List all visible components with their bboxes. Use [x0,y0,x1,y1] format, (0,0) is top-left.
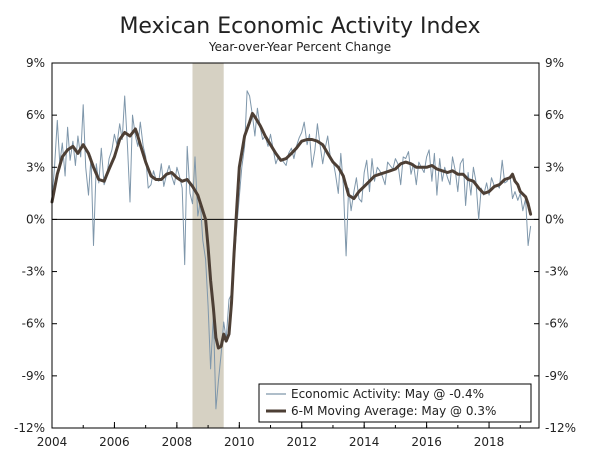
chart-title: Mexican Economic Activity Index [119,14,480,39]
axis-layer: 9% 9% 6% 6% 3% 3% 0% 0% -3% -3% -6% -6% -9% -9% -12% -1… [14,56,576,449]
x-tick-label: 2014 [349,435,380,449]
x-tick-label: 2018 [474,435,505,449]
x-tick-label: 2012 [286,435,317,449]
y-tick-label-right: 6% [545,108,564,122]
legend: Economic Activity: May @ -0.4% 6-M Movin… [258,383,532,423]
y-tick-label-left: 0% [26,212,45,226]
x-tick-label: 2016 [411,435,442,449]
y-tick-label-right: 9% [545,56,564,70]
y-tick-label-left: -6% [22,317,45,331]
y-tick-label-left: 9% [26,56,45,70]
y-tick-label-right: 0% [545,212,564,226]
legend-label-moving-average: 6-M Moving Average: May @ 0.3% [291,404,496,418]
series-line-monthly [51,90,532,410]
y-tick-label-left: -3% [22,265,45,279]
x-tick-label: 2006 [99,435,130,449]
x-tick-label: 2008 [162,435,193,449]
x-tick-label: 2010 [224,435,255,449]
y-tick-label-right: -9% [545,369,568,383]
y-tick-label-left: -9% [22,369,45,383]
y-tick-label-right: -6% [545,317,568,331]
y-tick-label-left: -12% [14,421,45,435]
y-tick-label-right: -12% [545,421,576,435]
y-tick-label-right: 3% [545,160,564,174]
series-line-moving-average [50,111,533,350]
chart-subtitle: Year-over-Year Percent Change [208,40,391,54]
y-tick-label-left: 3% [26,160,45,174]
x-tick-label: 2004 [37,435,68,449]
y-tick-label-left: 6% [26,108,45,122]
y-tick-label-right: -3% [545,265,568,279]
series-layer [50,90,533,410]
legend-label-monthly: Economic Activity: May @ -0.4% [291,387,484,401]
legend-box [258,383,532,423]
plot-frame [51,62,540,429]
